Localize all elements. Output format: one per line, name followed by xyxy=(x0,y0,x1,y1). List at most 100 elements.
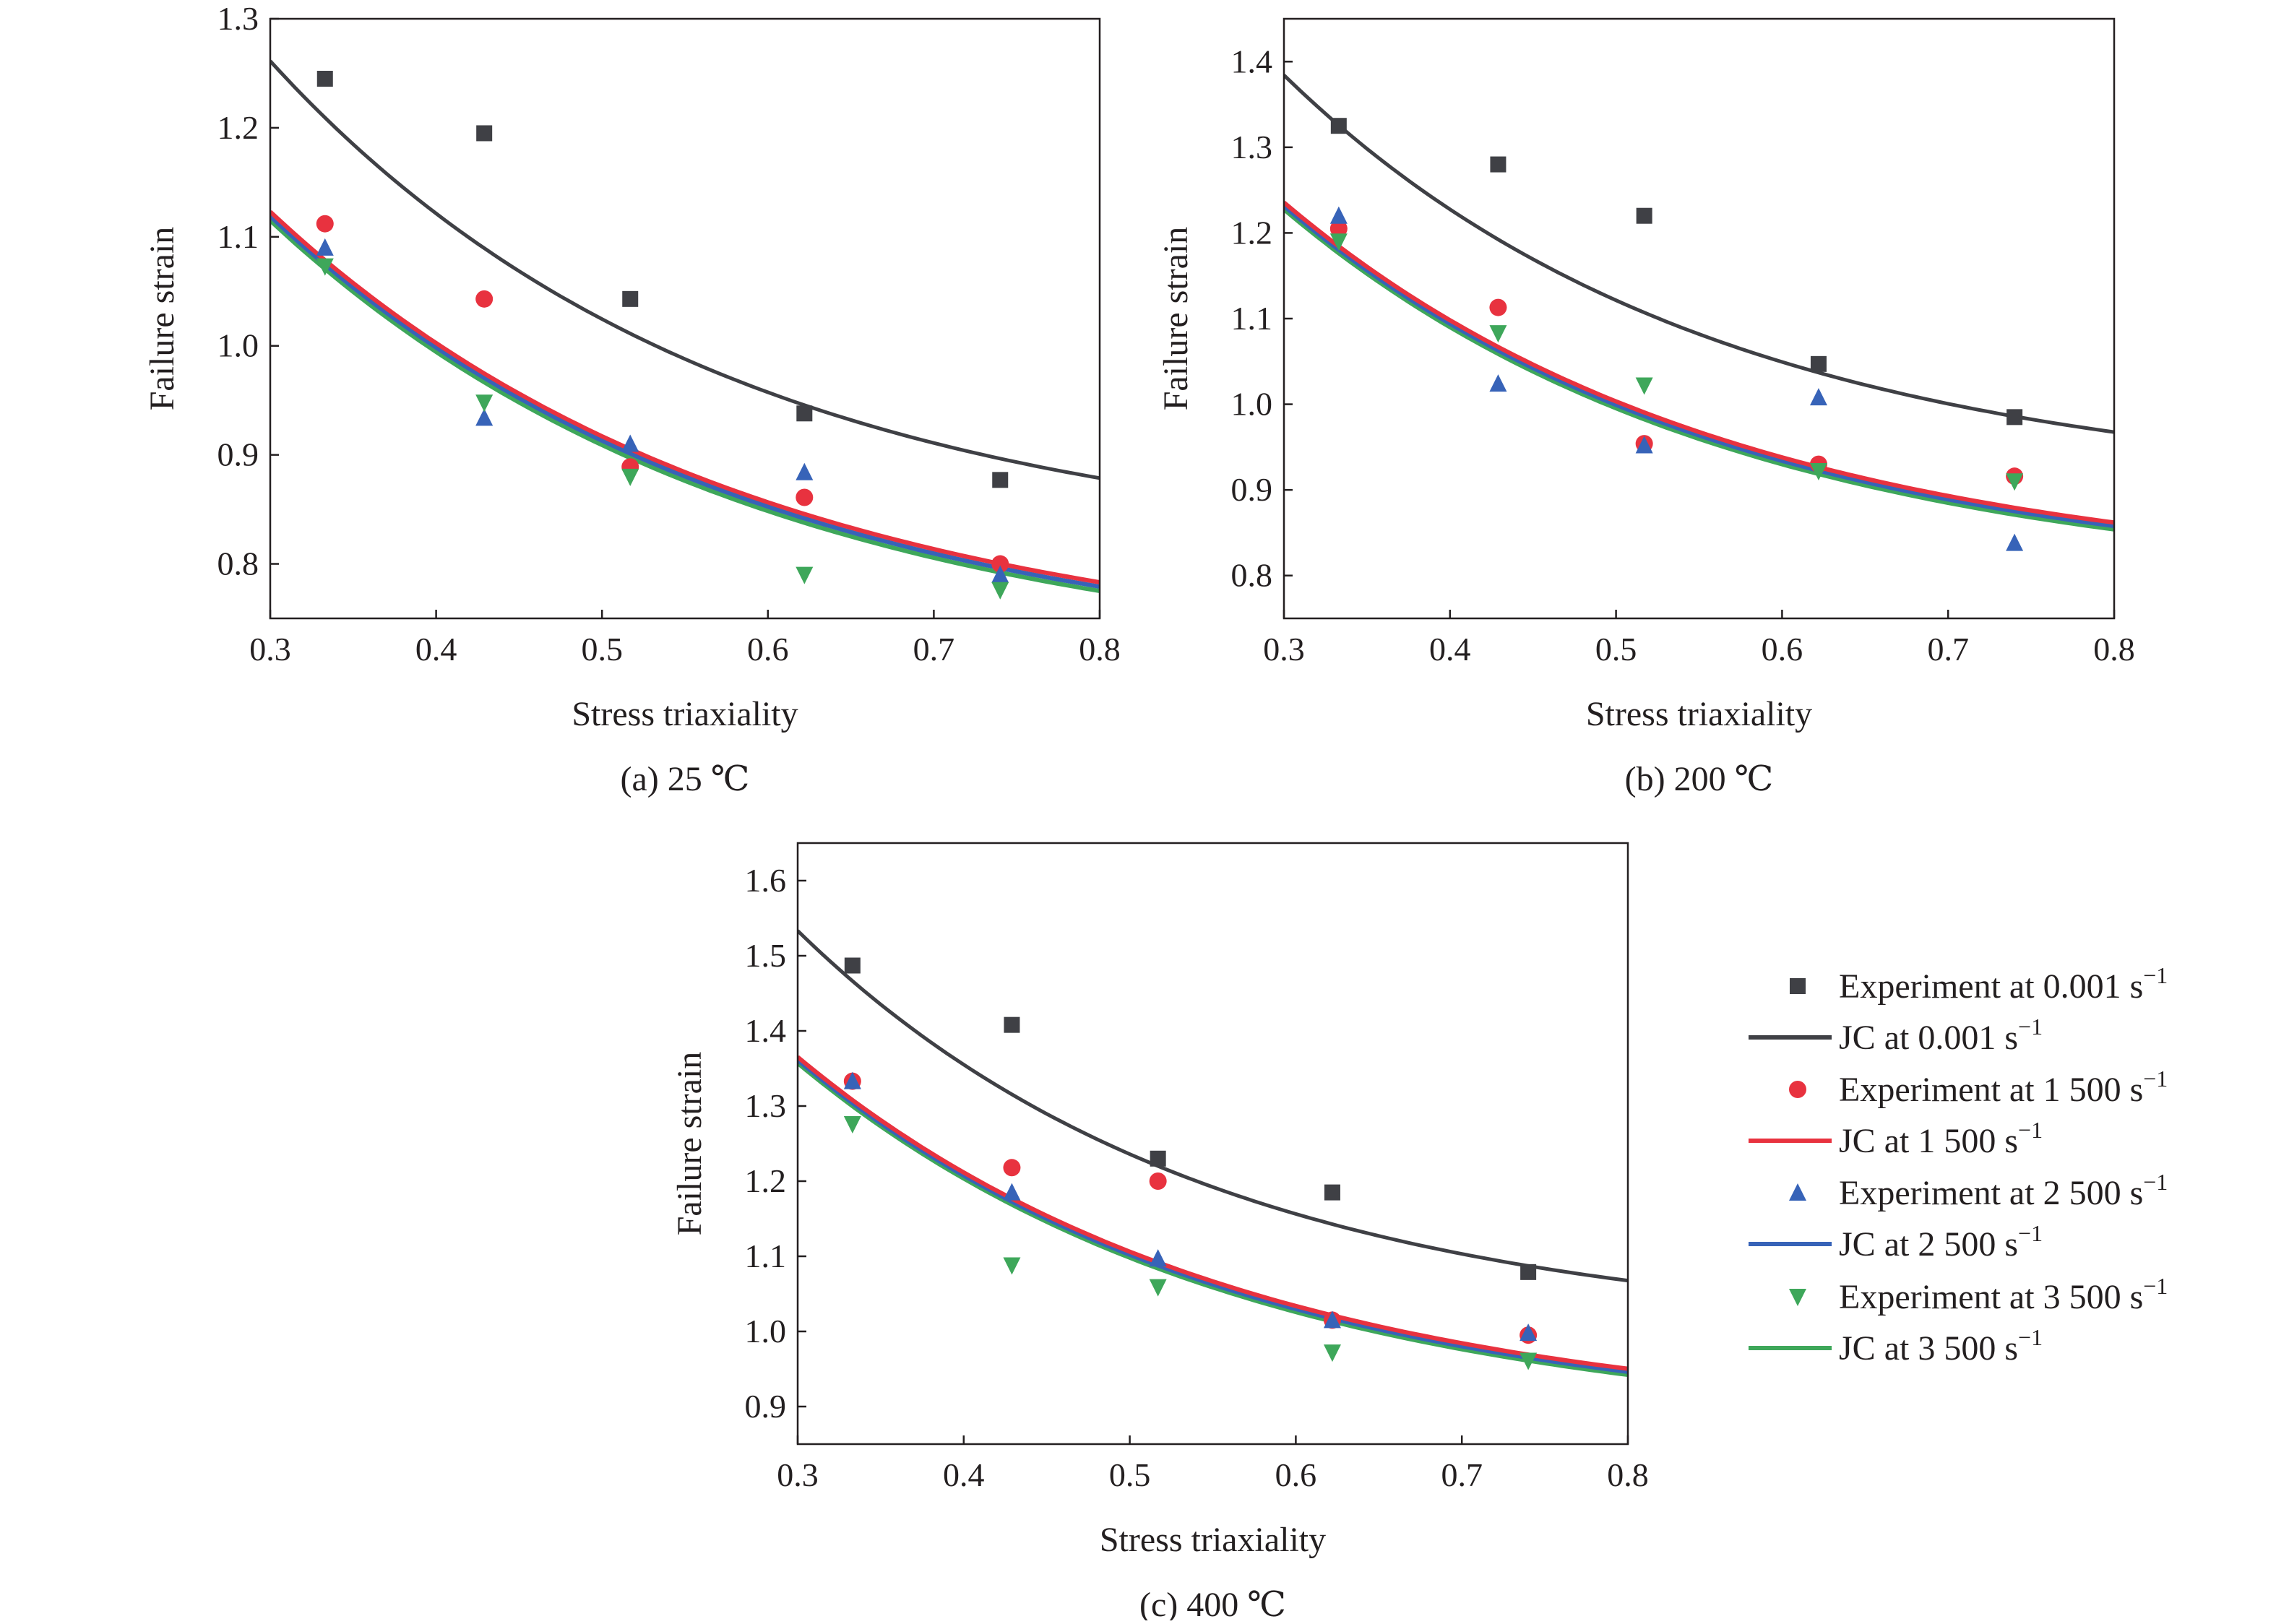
chart-panel-1: 0.3 0.4 0.5 0.6 0.7 0.8 0.8 0.9 1.0 1.1 1.2 1.3 Stre… xyxy=(143,0,1121,798)
y-tick-label: 0.9 xyxy=(745,1388,787,1425)
data-point-s1 xyxy=(991,555,1009,573)
y-tick-label: 1.4 xyxy=(745,1012,787,1049)
x-tick-label: 0.3 xyxy=(249,631,291,668)
chart-panel-2: 0.3 0.4 0.5 0.6 0.7 0.8 0.8 0.9 1.0 1.1 1.2 1.3 1.4 S… xyxy=(1157,17,2135,798)
x-tick-label: 0.6 xyxy=(1275,1456,1317,1493)
legend-marker-circle xyxy=(1789,1081,1806,1098)
data-point-s0 xyxy=(1324,1184,1340,1201)
data-point-s0 xyxy=(1810,355,1827,372)
jc-curves xyxy=(798,929,1628,1377)
data-point-s2 xyxy=(1003,1183,1021,1201)
data-point-s0 xyxy=(316,71,333,87)
legend-label: Experiment at 2 500 s−1 xyxy=(1839,1169,2168,1212)
data-point-s0 xyxy=(1330,118,1347,134)
data-point-s0 xyxy=(844,957,861,974)
y-tick-label: 0.8 xyxy=(217,545,259,582)
x-tick-label: 0.7 xyxy=(1927,631,1969,668)
data-point-s3 xyxy=(621,468,639,486)
data-point-s0 xyxy=(2006,409,2023,426)
plot-frame xyxy=(796,842,1629,1446)
y-axis-label: Failure strain xyxy=(1157,227,1195,411)
jc-curve-s1 xyxy=(798,1055,1628,1371)
legend-label-text: JC at 0.001 s xyxy=(1839,1019,2018,1057)
x-tick-label: 0.4 xyxy=(415,631,457,668)
data-point-s1 xyxy=(1149,1172,1167,1190)
data-point-s3 xyxy=(475,394,493,413)
x-tick-label: 0.7 xyxy=(913,631,955,668)
legend-label-superscript: −1 xyxy=(2143,1273,2168,1299)
x-tick-label: 0.3 xyxy=(777,1456,819,1493)
jc-curve-s0 xyxy=(270,59,1100,480)
data-point-s3 xyxy=(1489,325,1507,343)
data-point-s0 xyxy=(1520,1264,1537,1280)
legend-label-text: Experiment at 1 500 s xyxy=(1839,1071,2143,1109)
legend-marker-triangle-up xyxy=(1789,1183,1806,1201)
x-tick-label: 0.5 xyxy=(581,631,623,668)
legend-label: JC at 0.001 s−1 xyxy=(1839,1014,2043,1057)
data-point-s1 xyxy=(1489,298,1507,316)
data-point-s2 xyxy=(1809,388,1827,406)
data-point-s3 xyxy=(1635,377,1653,395)
jc-curves xyxy=(270,59,1100,594)
data-point-s2 xyxy=(991,565,1009,583)
data-point-s1 xyxy=(316,215,334,233)
legend-item: JC at 1 500 s−1 xyxy=(1749,1117,2043,1160)
x-tick-label: 0.8 xyxy=(2093,631,2135,668)
jc-curve-s2 xyxy=(798,1058,1628,1374)
y-tick-label: 0.9 xyxy=(1231,471,1273,508)
legend-label-superscript: −1 xyxy=(2018,1220,2043,1246)
y-tick-label: 1.1 xyxy=(217,218,259,255)
x-tick-label: 0.6 xyxy=(1762,631,1803,668)
jc-curve-s2 xyxy=(270,214,1100,589)
y-tick-label: 0.8 xyxy=(1231,557,1273,594)
data-point-s0 xyxy=(622,290,639,307)
data-point-s2 xyxy=(1635,436,1653,454)
legend-label: Experiment at 0.001 s−1 xyxy=(1839,962,2168,1006)
data-point-s2 xyxy=(1520,1323,1538,1342)
x-tick-label: 0.6 xyxy=(747,631,789,668)
y-tick-label: 1.3 xyxy=(1231,129,1273,165)
panel-caption: (a) 25 ℃ xyxy=(621,760,750,798)
data-point-s2 xyxy=(1489,374,1507,392)
x-tick-label: 0.5 xyxy=(1595,631,1637,668)
plot-frame xyxy=(269,17,1101,620)
data-point-s2 xyxy=(475,408,493,426)
data-point-s3 xyxy=(1520,1352,1538,1370)
y-tick-label: 0.9 xyxy=(217,436,259,473)
y-tick-label: 1.2 xyxy=(217,109,259,146)
x-tick-label: 0.4 xyxy=(943,1456,985,1493)
legend-label-text: JC at 2 500 s xyxy=(1839,1225,2018,1264)
data-point-s0 xyxy=(1004,1016,1020,1033)
legend-marker-triangle-down xyxy=(1789,1289,1806,1306)
data-point-s2 xyxy=(316,238,334,256)
data-point-s0 xyxy=(1636,207,1652,224)
jc-curve-s2 xyxy=(1284,204,2114,529)
y-axis-label: Failure strain xyxy=(143,227,181,411)
data-point-s2 xyxy=(1323,1310,1341,1329)
legend-item: JC at 3 500 s−1 xyxy=(1749,1324,2043,1368)
data-point-s3 xyxy=(1809,463,1827,481)
jc-curve-s1 xyxy=(270,210,1100,584)
legend-label-text: Experiment at 0.001 s xyxy=(1839,967,2143,1006)
data-point-s3 xyxy=(1003,1257,1021,1275)
x-axis-label: Stress triaxiality xyxy=(1100,1521,1326,1559)
legend-label-superscript: −1 xyxy=(2143,1066,2168,1092)
jc-curves xyxy=(1284,74,2114,532)
jc-curve-s3 xyxy=(270,218,1100,594)
data-point-s0 xyxy=(476,125,493,142)
y-tick-label: 1.2 xyxy=(745,1162,787,1199)
data-point-s0 xyxy=(1490,156,1506,173)
legend-label: Experiment at 1 500 s−1 xyxy=(1839,1066,2168,1109)
y-tick-label: 1.1 xyxy=(1231,300,1273,337)
y-tick-label: 1.2 xyxy=(1231,214,1273,251)
legend: Experiment at 0.001 s−1JC at 0.001 s−1Ex… xyxy=(1749,962,2168,1368)
x-tick-label: 0.8 xyxy=(1079,631,1121,668)
data-point-s1 xyxy=(1003,1159,1021,1177)
panel-caption: (c) 400 ℃ xyxy=(1139,1586,1286,1620)
legend-label-superscript: −1 xyxy=(2143,1169,2168,1195)
legend-label-text: Experiment at 2 500 s xyxy=(1839,1174,2143,1212)
y-tick-label: 1.3 xyxy=(217,0,259,37)
data-point-s1 xyxy=(796,488,814,506)
